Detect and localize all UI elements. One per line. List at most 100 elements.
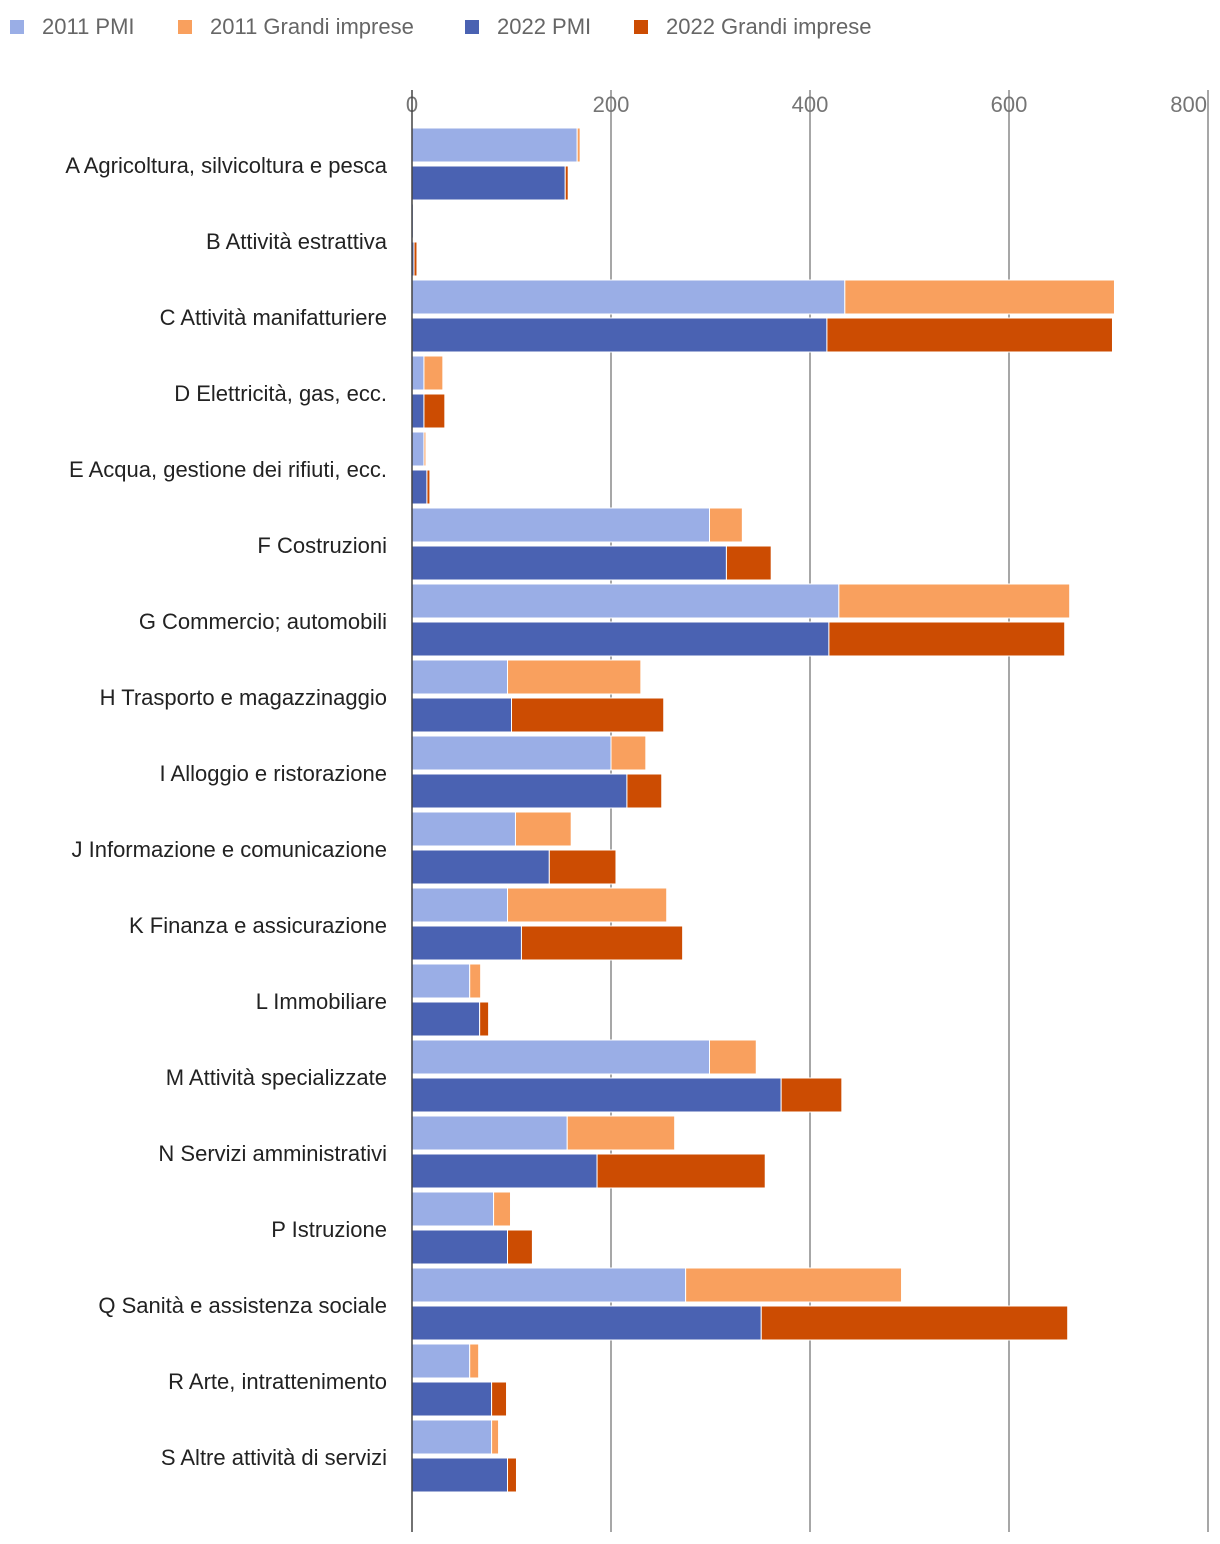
bar-2022-pmi [411, 1077, 782, 1113]
bar-2011-grandi-imprese [507, 659, 642, 695]
bar-2011-grandi-imprese [709, 507, 743, 543]
bar-2022-grandi-imprese [548, 849, 617, 885]
bar-2022-grandi-imprese [564, 165, 569, 201]
bar-2011-pmi [411, 1039, 711, 1075]
x-tick-label: 200 [593, 92, 630, 117]
category-label: J Informazione e comunicazione [72, 837, 388, 862]
bar-2022-grandi-imprese [426, 469, 431, 505]
legend-swatch-2011-grandi-imprese [178, 20, 192, 34]
legend-label: 2011 Grandi imprese [210, 14, 414, 39]
category-label: B Attività estrattiva [206, 229, 388, 254]
legend-swatch-2011-pmi [10, 20, 24, 34]
category-label: E Acqua, gestione dei rifiuti, ecc. [69, 457, 387, 482]
category-label: I Alloggio e ristorazione [160, 761, 387, 786]
bar-2011-grandi-imprese [514, 811, 572, 847]
bar-2011-pmi [411, 127, 578, 163]
category-label: L Immobiliare [256, 989, 387, 1014]
bar-2022-grandi-imprese [826, 317, 1113, 353]
legend-swatch-2022-pmi [465, 20, 479, 34]
bar-2022-pmi [411, 773, 628, 809]
bar-2011-grandi-imprese [838, 583, 1071, 619]
bar-2011-grandi-imprese [507, 887, 668, 923]
bar-2011-pmi [411, 355, 425, 391]
bar-2022-grandi-imprese [725, 545, 772, 581]
bar-2011-grandi-imprese [566, 1115, 676, 1151]
bar-2011-pmi [411, 1115, 568, 1151]
bar-2022-grandi-imprese [828, 621, 1066, 657]
bar-2022-pmi [411, 849, 550, 885]
bar-2011-pmi [411, 1343, 471, 1379]
bar-2022-grandi-imprese [596, 1153, 766, 1189]
bar-2011-pmi [411, 1267, 687, 1303]
bar-2022-pmi [411, 621, 830, 657]
bar-2022-grandi-imprese [511, 697, 665, 733]
category-label: C Attività manifatturiere [160, 305, 387, 330]
bar-2022-grandi-imprese [507, 1229, 533, 1265]
bar-2011-grandi-imprese [423, 355, 444, 391]
bar-2011-pmi [411, 279, 846, 315]
bar-2011-pmi [411, 583, 840, 619]
bar-2011-pmi [411, 659, 509, 695]
category-label: S Altre attività di servizi [161, 1445, 387, 1470]
bar-2022-grandi-imprese [626, 773, 663, 809]
category-label: G Commercio; automobili [139, 609, 387, 634]
bar-2011-grandi-imprese [412, 203, 415, 239]
bar-2022-pmi [411, 545, 727, 581]
bar-2011-pmi [411, 811, 516, 847]
bar-2022-grandi-imprese [491, 1381, 508, 1417]
bar-2011-grandi-imprese [610, 735, 647, 771]
bar-2022-grandi-imprese [780, 1077, 843, 1113]
bar-2011-pmi [411, 431, 425, 467]
bar-2011-pmi [411, 963, 471, 999]
bar-2022-pmi [411, 697, 512, 733]
legend: 2011 PMI 2011 Grandi imprese 2022 PMI 2022 … [10, 14, 871, 39]
bar-2022-grandi-imprese [423, 393, 446, 429]
bar-2011-grandi-imprese [469, 1343, 480, 1379]
bar-2011-grandi-imprese [493, 1191, 512, 1227]
category-label: R Arte, intrattenimento [168, 1369, 387, 1394]
bar-2011-grandi-imprese [469, 963, 482, 999]
bar-2011-grandi-imprese [423, 431, 427, 467]
category-label: K Finanza e assicurazione [129, 913, 387, 938]
bar-2011-pmi [411, 887, 509, 923]
bar-2022-pmi [411, 469, 428, 505]
bar-2022-pmi [411, 317, 828, 353]
bar-2022-grandi-imprese [520, 925, 684, 961]
bar-2022-pmi [411, 1381, 493, 1417]
category-label: N Servizi amministrativi [158, 1141, 387, 1166]
category-label: D Elettricità, gas, ecc. [174, 381, 387, 406]
category-label: M Attività specializzate [166, 1065, 387, 1090]
bar-2011-grandi-imprese [685, 1267, 903, 1303]
legend-label: 2022 Grandi imprese [666, 14, 871, 39]
bar-2011-grandi-imprese [844, 279, 1115, 315]
bar-2022-grandi-imprese [760, 1305, 1069, 1341]
bar-2022-grandi-imprese [413, 241, 418, 277]
x-axis-ticks: 0 200 400 600 800 [406, 92, 1207, 117]
bar-2011-grandi-imprese [709, 1039, 757, 1075]
bar-2011-pmi [411, 1191, 495, 1227]
bar-2022-pmi [411, 925, 522, 961]
bar-2022-grandi-imprese [479, 1001, 490, 1037]
legend-swatch-2022-grandi-imprese [634, 20, 648, 34]
bars [411, 127, 1115, 1493]
bar-2011-grandi-imprese [576, 127, 581, 163]
x-tick-label: 600 [991, 92, 1028, 117]
category-label: F Costruzioni [257, 533, 387, 558]
legend-label: 2022 PMI [497, 14, 591, 39]
x-tick-label: 800 [1170, 92, 1207, 117]
category-label: H Trasporto e magazzinaggio [100, 685, 387, 710]
bar-2022-pmi [411, 1305, 762, 1341]
category-label: A Agricoltura, silvicoltura e pesca [65, 153, 387, 178]
category-label: P Istruzione [271, 1217, 387, 1242]
bar-2022-grandi-imprese [507, 1457, 517, 1493]
bar-2011-pmi [411, 735, 612, 771]
bar-2022-pmi [411, 1229, 509, 1265]
bar-2022-pmi [411, 1457, 509, 1493]
legend-label: 2011 PMI [42, 14, 135, 39]
x-tick-label: 400 [792, 92, 829, 117]
category-label: Q Sanità e assistenza sociale [98, 1293, 387, 1318]
bar-2022-pmi [411, 165, 566, 201]
bar-2011-pmi [411, 507, 711, 543]
bar-2022-pmi [411, 393, 425, 429]
